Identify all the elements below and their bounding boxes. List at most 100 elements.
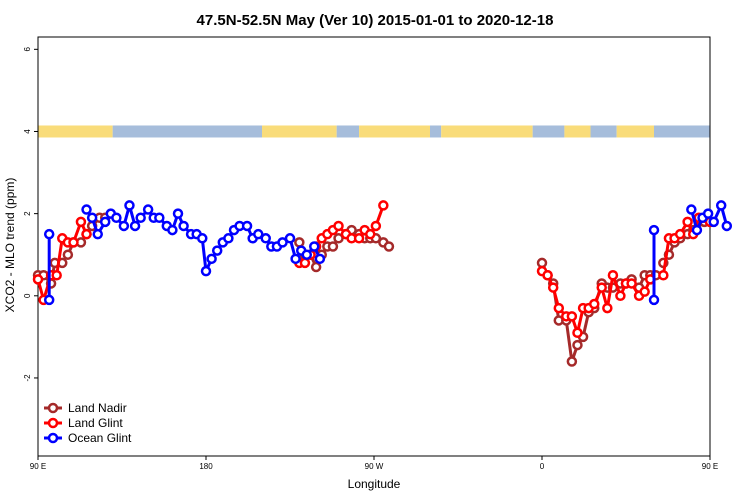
- data-point-land-glint: [607, 270, 619, 281]
- data-point-ocean-glint: [260, 233, 271, 244]
- data-point-ocean-glint: [309, 241, 320, 252]
- y-tick-label: -2: [23, 374, 32, 382]
- legend-marker: [47, 402, 59, 414]
- data-point-ocean-glint: [172, 208, 184, 219]
- y-tick-label: 6: [23, 47, 32, 52]
- data-point-land-glint: [542, 270, 553, 281]
- data-point-land-glint: [602, 302, 613, 314]
- data-point-land-glint: [674, 228, 686, 240]
- data-point-ocean-glint: [686, 204, 697, 215]
- data-point-land-glint: [626, 278, 637, 289]
- x-axis: 90 E 180 90 W 0 90 E: [30, 456, 718, 471]
- band-segment-land: [262, 125, 337, 138]
- data-point-land-nadir: [383, 241, 395, 252]
- data-point-land-glint: [81, 228, 92, 240]
- data-point-ocean-glint: [223, 233, 234, 244]
- x-tick-label: 0: [540, 462, 545, 471]
- data-point-ocean-glint: [691, 224, 703, 236]
- x-tick-label: 90 E: [702, 462, 718, 471]
- data-point-ocean-glint: [314, 253, 326, 265]
- data-point-ocean-glint: [301, 249, 313, 260]
- data-point-land-glint: [75, 216, 87, 228]
- data-point-land-glint: [658, 270, 669, 281]
- y-tick-label: 2: [23, 211, 32, 216]
- data-point-ocean-glint: [241, 220, 253, 232]
- legend-label: Land Glint: [68, 416, 123, 430]
- land-ocean-band: [38, 125, 710, 138]
- data-point-land-glint: [639, 286, 650, 297]
- data-point-ocean-glint: [135, 212, 146, 223]
- data-point-ocean-glint: [154, 212, 165, 223]
- plot-frame: [37, 36, 711, 457]
- band-segment-ocean: [590, 125, 617, 138]
- band-segment-land: [564, 125, 591, 138]
- data-point-land-glint: [370, 220, 382, 232]
- data-point-ocean-glint: [92, 228, 103, 240]
- data-point-land-glint: [353, 233, 365, 244]
- data-point-land-nadir: [572, 339, 583, 351]
- x-axis-label: Longitude: [348, 477, 401, 491]
- y-tick-label: 0: [23, 293, 32, 298]
- data-point-land-glint: [68, 237, 79, 248]
- series-layer: [32, 200, 733, 367]
- data-point-land-glint: [566, 311, 578, 322]
- legend-marker: [47, 417, 59, 429]
- data-point-land-glint: [596, 282, 607, 293]
- data-point-ocean-glint: [142, 204, 154, 215]
- data-point-ocean-glint: [129, 220, 141, 232]
- data-point-ocean-glint: [43, 228, 55, 240]
- data-point-land-nadir: [327, 241, 339, 252]
- data-point-land-glint: [32, 274, 44, 285]
- data-point-ocean-glint: [715, 200, 727, 211]
- data-point-ocean-glint: [253, 228, 264, 240]
- y-axis-label: XCO2 - MLO trend (ppm): [3, 178, 17, 313]
- legend-label: Land Nadir: [68, 401, 127, 415]
- data-point-land-glint: [615, 290, 626, 302]
- data-point-land-glint: [553, 302, 565, 314]
- data-point-ocean-glint: [81, 204, 92, 215]
- legend-item-ocean-glint: Ocean Glint: [44, 431, 132, 445]
- y-tick-label: 4: [23, 129, 32, 134]
- data-point-ocean-glint: [290, 253, 301, 265]
- band-segment-ocean: [532, 125, 565, 138]
- data-point-ocean-glint: [648, 294, 660, 306]
- data-point-land-glint: [378, 200, 389, 211]
- band-segment-land: [616, 125, 654, 138]
- data-point-ocean-glint: [124, 200, 135, 211]
- legend-item-land-glint: Land Glint: [44, 416, 123, 430]
- data-point-ocean-glint: [200, 265, 212, 277]
- data-point-land-glint: [51, 270, 62, 281]
- chart-title: 47.5N-52.5N May (Ver 10) 2015-01-01 to 2…: [197, 12, 554, 29]
- data-point-ocean-glint: [702, 208, 714, 219]
- y-axis: -2 0 2 4 6: [23, 47, 38, 382]
- band-segment-land: [38, 125, 113, 138]
- data-point-ocean-glint: [178, 220, 189, 232]
- data-point-ocean-glint: [284, 233, 296, 244]
- series-ocean-glint: [43, 200, 733, 306]
- data-point-land-nadir: [566, 356, 578, 367]
- data-point-land-nadir: [310, 261, 322, 273]
- band-segment-ocean: [336, 125, 360, 138]
- band-segment-land: [441, 125, 533, 138]
- band-segment-ocean: [112, 125, 263, 138]
- x-tick-label: 90 E: [30, 462, 46, 471]
- data-point-land-nadir: [333, 233, 344, 244]
- data-point-ocean-glint: [197, 233, 208, 244]
- data-point-ocean-glint: [708, 216, 719, 228]
- data-point-land-nadir: [294, 237, 305, 248]
- data-point-ocean-glint: [721, 220, 733, 232]
- band-segment-land: [359, 125, 430, 138]
- legend-marker: [47, 432, 59, 444]
- data-point-land-glint: [299, 257, 311, 269]
- data-point-ocean-glint: [211, 245, 223, 256]
- data-point-land-glint: [547, 282, 559, 293]
- data-point-ocean-glint: [86, 212, 98, 223]
- data-point-land-glint: [333, 220, 344, 232]
- data-point-ocean-glint: [111, 212, 122, 223]
- data-point-ocean-glint: [167, 224, 178, 236]
- data-point-ocean-glint: [206, 253, 217, 265]
- data-point-land-glint: [365, 228, 376, 240]
- data-point-ocean-glint: [277, 237, 288, 248]
